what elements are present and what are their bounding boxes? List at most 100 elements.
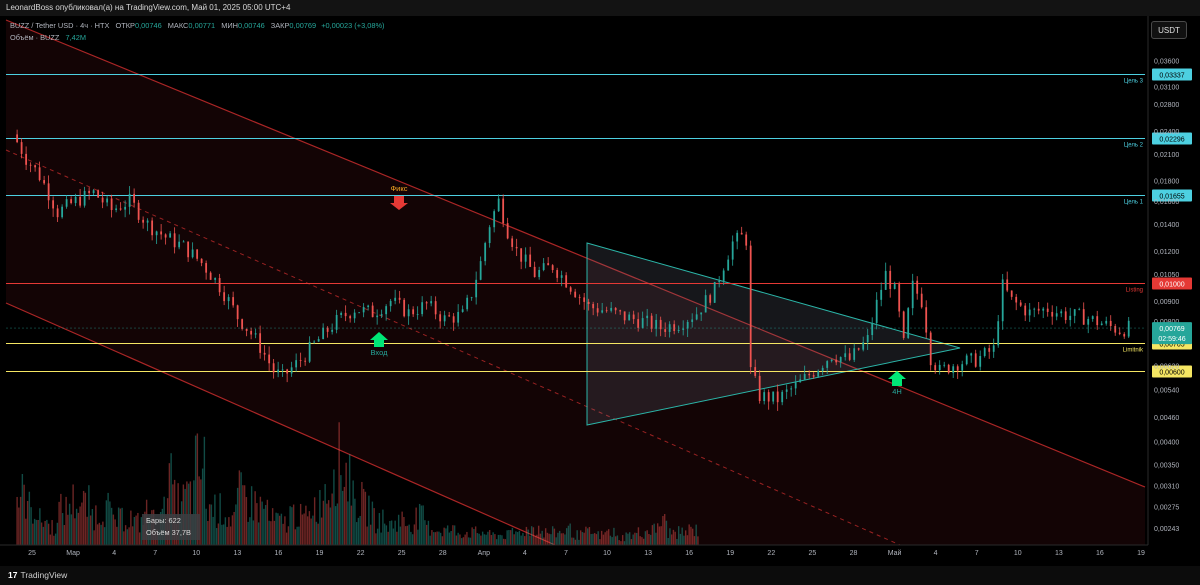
volume-bar	[345, 462, 347, 545]
candle-body	[187, 241, 190, 258]
volume-bar	[488, 530, 491, 545]
volume-bar	[502, 538, 505, 545]
volume-bar	[562, 533, 564, 545]
volume-bar	[322, 500, 325, 545]
candle-body	[353, 312, 356, 319]
time-tick-9: 25	[398, 550, 406, 557]
volume-bar	[604, 532, 606, 545]
price-tick-2: 0,03100	[1154, 84, 1179, 91]
volume-bar	[634, 532, 636, 545]
candle-body	[191, 249, 194, 258]
volume-bar	[581, 532, 584, 545]
time-tick-5: 13	[233, 550, 241, 557]
volume-bar	[47, 523, 50, 545]
volume-bar	[32, 523, 34, 545]
currency-button[interactable]: USDT	[1151, 21, 1187, 39]
volume-bar	[625, 532, 627, 545]
volume-bar	[438, 531, 440, 545]
time-tick-13: 7	[564, 550, 568, 557]
candle-body	[920, 293, 923, 308]
candle-body	[889, 270, 892, 289]
candle-body	[416, 314, 419, 315]
volume-bar	[242, 485, 244, 545]
volume-bar	[499, 534, 501, 545]
volume-bar	[459, 534, 461, 545]
tradingview-logo[interactable]: 17 TradingView	[8, 569, 67, 581]
volume-bar	[614, 536, 617, 545]
candle-body	[295, 360, 298, 368]
volume-value: 7,42M	[65, 33, 87, 42]
volume-bar	[595, 534, 598, 545]
volume-bar	[655, 532, 657, 545]
volume-bar	[523, 536, 526, 545]
level-label-0: Цель 3	[1124, 79, 1144, 85]
volume-bar	[217, 523, 220, 545]
volume-bar	[96, 524, 99, 545]
time-tick-20: 28	[850, 550, 858, 557]
volume-bar	[329, 507, 332, 545]
volume-bar	[63, 525, 66, 545]
time-tick-27: 19	[1137, 550, 1145, 557]
volume-bar	[418, 503, 421, 545]
volume-bar	[303, 513, 305, 545]
volume-bar	[112, 514, 115, 545]
candle-body	[452, 316, 455, 323]
volume-bar	[613, 527, 615, 545]
volume-bar	[473, 528, 475, 545]
volume-bar	[334, 506, 337, 545]
volume-bar	[600, 530, 603, 545]
candle-body	[65, 199, 68, 207]
candle-body	[1006, 279, 1009, 291]
candle-body	[119, 208, 122, 210]
volume-bar	[548, 533, 550, 545]
price-tick-7: 0,01600	[1154, 199, 1179, 206]
candle-body	[398, 297, 401, 300]
volume-row[interactable]: Объём · BUZZ 7,42M	[10, 32, 384, 44]
volume-bar	[588, 526, 591, 545]
level-tag-0: 0,03337	[1159, 73, 1184, 80]
candle-body	[178, 241, 181, 248]
close-label: ЗАКР	[270, 21, 290, 30]
candle-body	[632, 314, 635, 320]
level-tag-2: 0,01655	[1159, 194, 1184, 201]
volume-bar	[644, 531, 647, 545]
volume-bar	[396, 531, 398, 545]
candle-body	[529, 254, 532, 267]
volume-bar	[289, 506, 291, 545]
candle-body	[173, 233, 176, 248]
price-tick-19: 0,00275	[1154, 504, 1179, 511]
ohlc-row[interactable]: BUZZ / Tether USD · 4ч · HTX ОТКР0,00746…	[10, 20, 384, 32]
volume-bar	[532, 527, 535, 545]
volume-bar	[478, 533, 480, 545]
volume-bar	[520, 535, 522, 545]
candle-body	[556, 270, 559, 278]
volume-bar	[205, 508, 207, 545]
bars-volume: Объём 37,7В	[146, 528, 191, 537]
symbol-name[interactable]: BUZZ / Tether USD · 4ч · HTX	[10, 21, 110, 30]
volume-bar	[453, 525, 456, 545]
volume-bar	[317, 523, 319, 545]
volume-bar	[690, 526, 692, 545]
volume-bar	[299, 503, 302, 545]
candle-body	[884, 270, 887, 290]
candle-body	[308, 341, 311, 362]
candle-body	[439, 314, 442, 322]
candle-body	[25, 153, 28, 165]
candle-body	[848, 353, 851, 360]
volume-bar	[467, 537, 470, 545]
candle-body	[695, 314, 698, 320]
candle-body	[794, 382, 797, 389]
volume-bar	[677, 526, 680, 545]
volume-bar	[266, 499, 269, 545]
candle-body	[470, 297, 473, 299]
volume-bar	[551, 526, 554, 545]
volume-bar	[480, 535, 482, 545]
volume-bar	[312, 515, 314, 545]
price-tick-5: 0,02100	[1154, 152, 1179, 159]
candle-body	[448, 315, 451, 317]
volume-bar	[663, 514, 666, 545]
candle-body	[443, 315, 446, 322]
high-value: 0,00771	[188, 21, 216, 30]
candle-body	[1046, 308, 1049, 312]
